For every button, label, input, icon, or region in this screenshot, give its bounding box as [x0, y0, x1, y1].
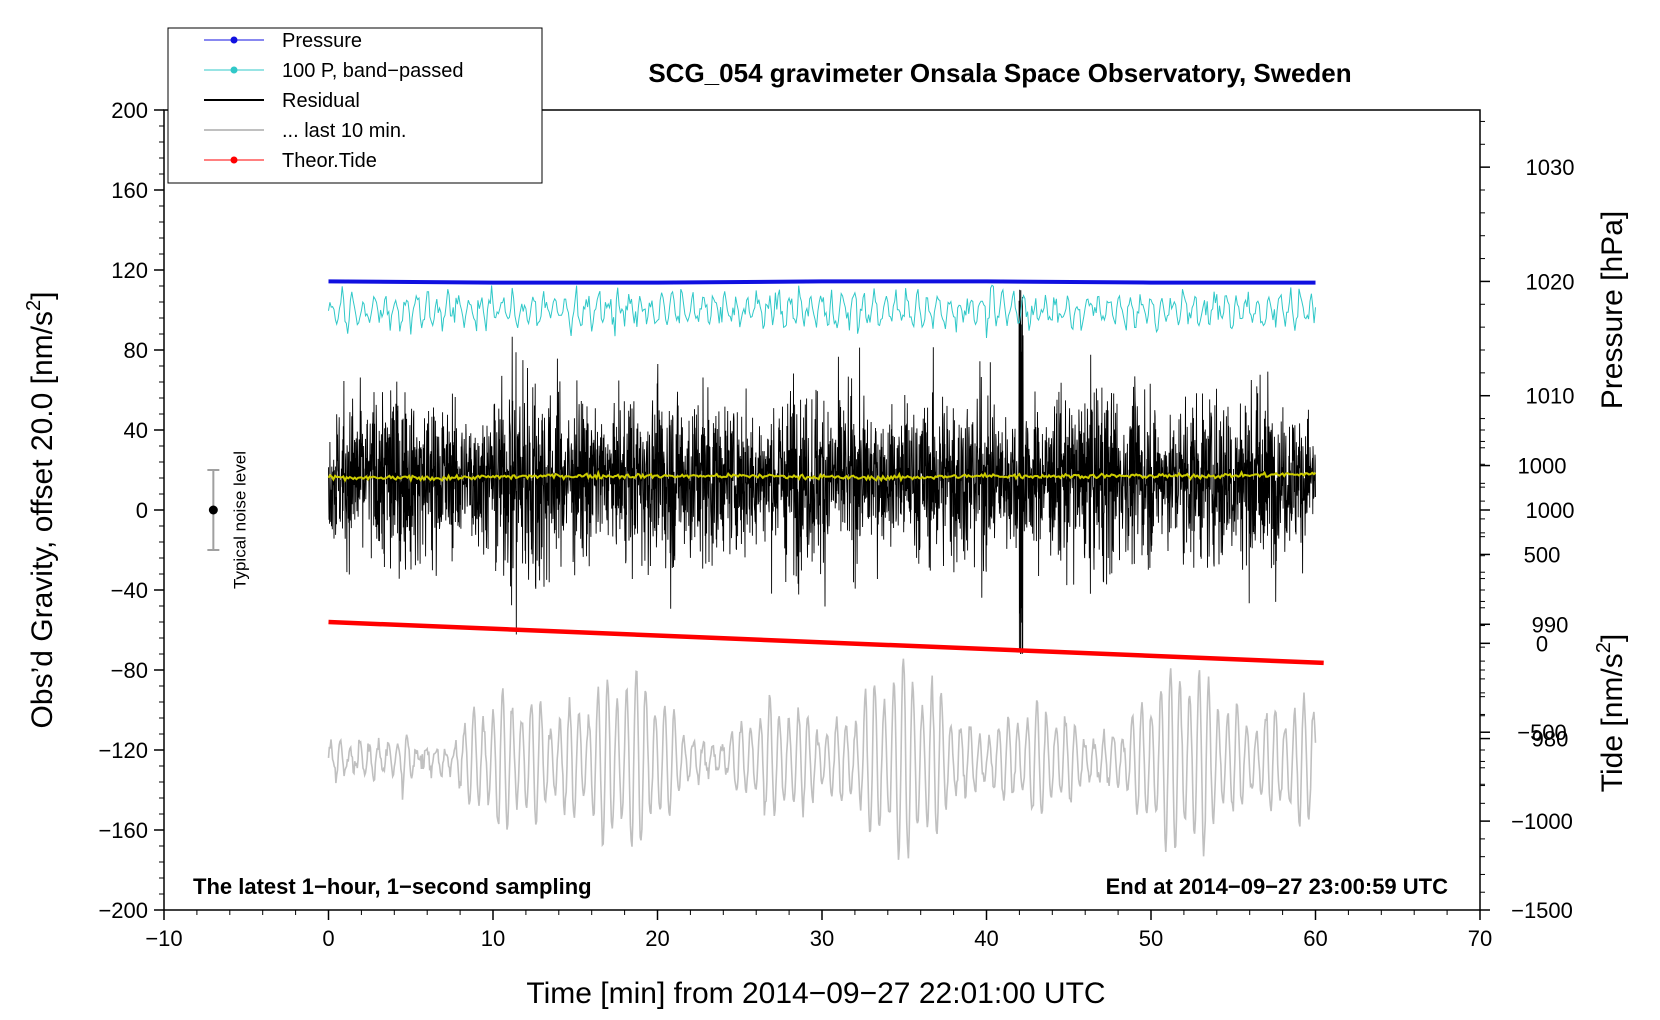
legend-label-pressure: Pressure [282, 30, 362, 52]
tide-tick-label: 1000 [1518, 454, 1567, 479]
series-layer [327, 279, 1324, 860]
annotation-bottom-left: The latest 1−hour, 1−second sampling [193, 874, 592, 899]
x-tick-label: 60 [1303, 926, 1327, 951]
tide-axis-label-main: Tide [nm/s [1596, 653, 1629, 792]
series-pressure [328, 279, 1316, 285]
y-tick-label: 80 [124, 338, 148, 363]
x-tick-label: 10 [481, 926, 505, 951]
y-axis-label-close: ] [26, 292, 59, 300]
chart-title: SCG_054 gravimeter Onsala Space Observat… [648, 58, 1351, 88]
tide-axis-label-sup: 2 [1593, 642, 1615, 653]
tide-tick-label: −500 [1517, 720, 1567, 745]
y-tick-label: −160 [98, 818, 148, 843]
x-tick-label: 0 [322, 926, 334, 951]
y-tick-label: 200 [111, 98, 148, 123]
x-tick-label: −10 [145, 926, 182, 951]
noise-label: Typical noise level [230, 451, 249, 589]
legend-marker-pressure [230, 36, 238, 44]
x-axis-label: Time [min] from 2014−09−27 22:01:00 UTC [526, 977, 1105, 1010]
y-axis-label: Obs’d Gravity, offset 20.0 [nm/s2] [23, 292, 59, 729]
x-tick-label: 20 [645, 926, 669, 951]
pressure-tick-label: 990 [1532, 612, 1569, 637]
y-axis-label-sup: 2 [23, 300, 45, 311]
y-tick-label: −200 [98, 898, 148, 923]
plot-frame [163, 109, 1481, 911]
x-tick-label: 70 [1468, 926, 1492, 951]
series-band-passed [328, 284, 1316, 339]
axes-layer: −10 0 10 20 30 40 50 60 7020016012080400−40−80−1… [98, 98, 1574, 951]
series-last-10-min [327, 658, 1317, 860]
legend-box [167, 27, 543, 184]
legend-item-pressure: Pressure [204, 30, 362, 52]
legend: Pressure 100 P, band−passed Residual ...… [167, 27, 543, 184]
series-residual [328, 289, 1316, 655]
y-tick-label: 120 [111, 258, 148, 283]
legend-marker-theor-tide [230, 156, 238, 164]
pressure-tick-label: 1000 [1526, 498, 1575, 523]
legend-item-last-10-min: ... last 10 min. [204, 120, 407, 142]
pressure-tick-label: 1010 [1526, 384, 1575, 409]
legend-marker-band-passed [230, 66, 238, 74]
tide-tick-label: −1500 [1511, 898, 1573, 923]
legend-item-residual: Residual [204, 90, 360, 112]
y-tick-label: 40 [124, 418, 148, 443]
legend-label-band-passed: 100 P, band−passed [282, 60, 463, 82]
tide-tick-label: −1000 [1511, 809, 1573, 834]
y-tick-label: −80 [111, 658, 148, 683]
annotation-bottom-right: End at 2014−09−27 23:00:59 UTC [1106, 874, 1449, 899]
x-tick-label: 50 [1139, 926, 1163, 951]
legend-label-residual: Residual [282, 90, 360, 112]
legend-label-last-10-min: ... last 10 min. [282, 120, 407, 142]
pressure-tick-label: 1030 [1526, 155, 1575, 180]
y-axis-label-main: Obs’d Gravity, offset 20.0 [nm/s [26, 311, 59, 728]
y-tick-label: 0 [136, 498, 148, 523]
series-residual-smoothed [327, 469, 1317, 484]
plot-area [163, 109, 1481, 911]
x-tick-label: 30 [810, 926, 834, 951]
y-tick-label: −40 [111, 578, 148, 603]
legend-item-theor-tide: Theor.Tide [204, 150, 377, 172]
tide-axis-label: Tide [nm/s2] [1593, 634, 1629, 792]
pressure-tick-label: 1020 [1526, 269, 1575, 294]
pressure-axis-label: Pressure [hPa] [1596, 211, 1629, 409]
tide-axis-label-close: ] [1596, 634, 1629, 642]
pressure-tick-label: 980 [1532, 727, 1569, 752]
y-tick-label: −120 [98, 738, 148, 763]
x-tick-label: 40 [974, 926, 998, 951]
noise-center-dot [208, 505, 218, 515]
legend-label-theor-tide: Theor.Tide [282, 150, 377, 172]
tide-tick-label: 0 [1536, 631, 1548, 656]
tide-tick-label: 500 [1524, 542, 1561, 567]
noise-indicator: Typical noise level [207, 451, 249, 589]
y-tick-label: 160 [111, 178, 148, 203]
series-theor-tide [328, 619, 1324, 666]
legend-item-band-passed: 100 P, band−passed [204, 60, 463, 82]
